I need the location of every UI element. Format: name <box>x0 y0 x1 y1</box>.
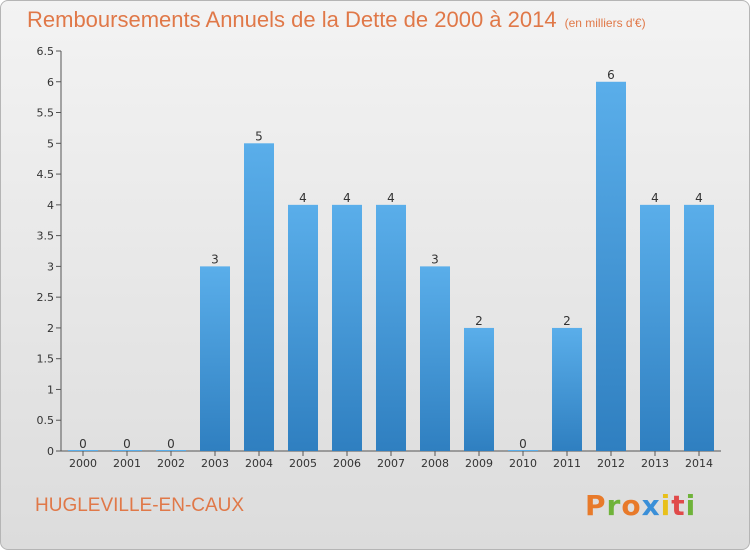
x-tick-label: 2001 <box>113 457 141 470</box>
data-label-2014: 4 <box>695 191 703 205</box>
x-tick-label: 2010 <box>509 457 537 470</box>
x-tick-label: 2000 <box>69 457 97 470</box>
x-tick-label: 2011 <box>553 457 581 470</box>
bar-2014 <box>684 204 714 451</box>
y-tick-label: 1 <box>47 383 54 396</box>
x-tick-label: 2004 <box>245 457 273 470</box>
y-tick-label: 2.5 <box>37 291 55 304</box>
data-label-2012: 6 <box>607 68 615 82</box>
y-tick-label: 3.5 <box>37 230 55 243</box>
x-tick-label: 2013 <box>641 457 669 470</box>
x-tick-label: 2008 <box>421 457 449 470</box>
x-tick-label: 2002 <box>157 457 185 470</box>
city-name: HUGLEVILLE-EN-CAUX <box>35 495 245 516</box>
data-label-2013: 4 <box>651 191 659 205</box>
data-label-2006: 4 <box>343 191 351 205</box>
y-tick-label: 6 <box>47 76 54 89</box>
bar-2005 <box>288 204 318 451</box>
x-tick-label: 2007 <box>377 457 405 470</box>
y-tick-label: 4 <box>47 199 54 212</box>
data-label-2005: 4 <box>299 191 307 205</box>
data-label-2002: 0 <box>167 437 175 451</box>
bar-2009 <box>464 327 494 451</box>
data-label-2004: 5 <box>255 129 263 143</box>
data-label-2001: 0 <box>123 437 131 451</box>
data-label-2009: 2 <box>475 314 483 328</box>
y-tick-label: 0.5 <box>37 414 55 427</box>
data-label-2011: 2 <box>563 314 571 328</box>
unit-label: (en milliers d'€) <box>564 16 646 30</box>
x-tick-label: 2014 <box>685 457 713 470</box>
y-tick-label: 3 <box>47 260 54 273</box>
logo-letter: o <box>621 489 642 522</box>
y-tick-label: 5 <box>47 137 54 150</box>
x-tick-label: 2006 <box>333 457 361 470</box>
data-label-2000: 0 <box>79 437 87 451</box>
y-tick-label: 4.5 <box>37 168 55 181</box>
x-tick-label: 2003 <box>201 457 229 470</box>
x-tick-label: 2012 <box>597 457 625 470</box>
logo-letter: x <box>641 489 661 522</box>
data-label-2007: 4 <box>387 191 395 205</box>
bar-2004 <box>244 143 274 452</box>
logo-letter: P <box>585 489 607 522</box>
data-label-2010: 0 <box>519 437 527 451</box>
y-tick-label: 2 <box>47 322 54 335</box>
logo-letter: r <box>606 489 622 522</box>
chart-title: Remboursements Annuels de la Dette de 20… <box>27 7 646 33</box>
y-tick-label: 5.5 <box>37 107 55 120</box>
bar-2006 <box>332 204 362 451</box>
y-tick-label: 6.5 <box>37 45 55 58</box>
x-tick-label: 2009 <box>465 457 493 470</box>
logo-letter: t <box>671 489 686 522</box>
bar-2012 <box>596 81 626 452</box>
bar-2007 <box>376 204 406 451</box>
logo-letter: i <box>685 489 697 522</box>
proxiti-logo: Proxiti <box>585 489 696 522</box>
y-tick-label: 1.5 <box>37 353 55 366</box>
data-label-2003: 3 <box>211 252 219 266</box>
data-label-2008: 3 <box>431 252 439 266</box>
title-text: Remboursements Annuels de la Dette de 20… <box>27 7 557 32</box>
bar-2011 <box>552 327 582 451</box>
y-tick-label: 0 <box>47 445 54 458</box>
x-tick-label: 2005 <box>289 457 317 470</box>
logo-letter: i <box>660 489 672 522</box>
bar-2008 <box>420 266 450 451</box>
bar-2003 <box>200 266 230 451</box>
bar-2013 <box>640 204 670 451</box>
